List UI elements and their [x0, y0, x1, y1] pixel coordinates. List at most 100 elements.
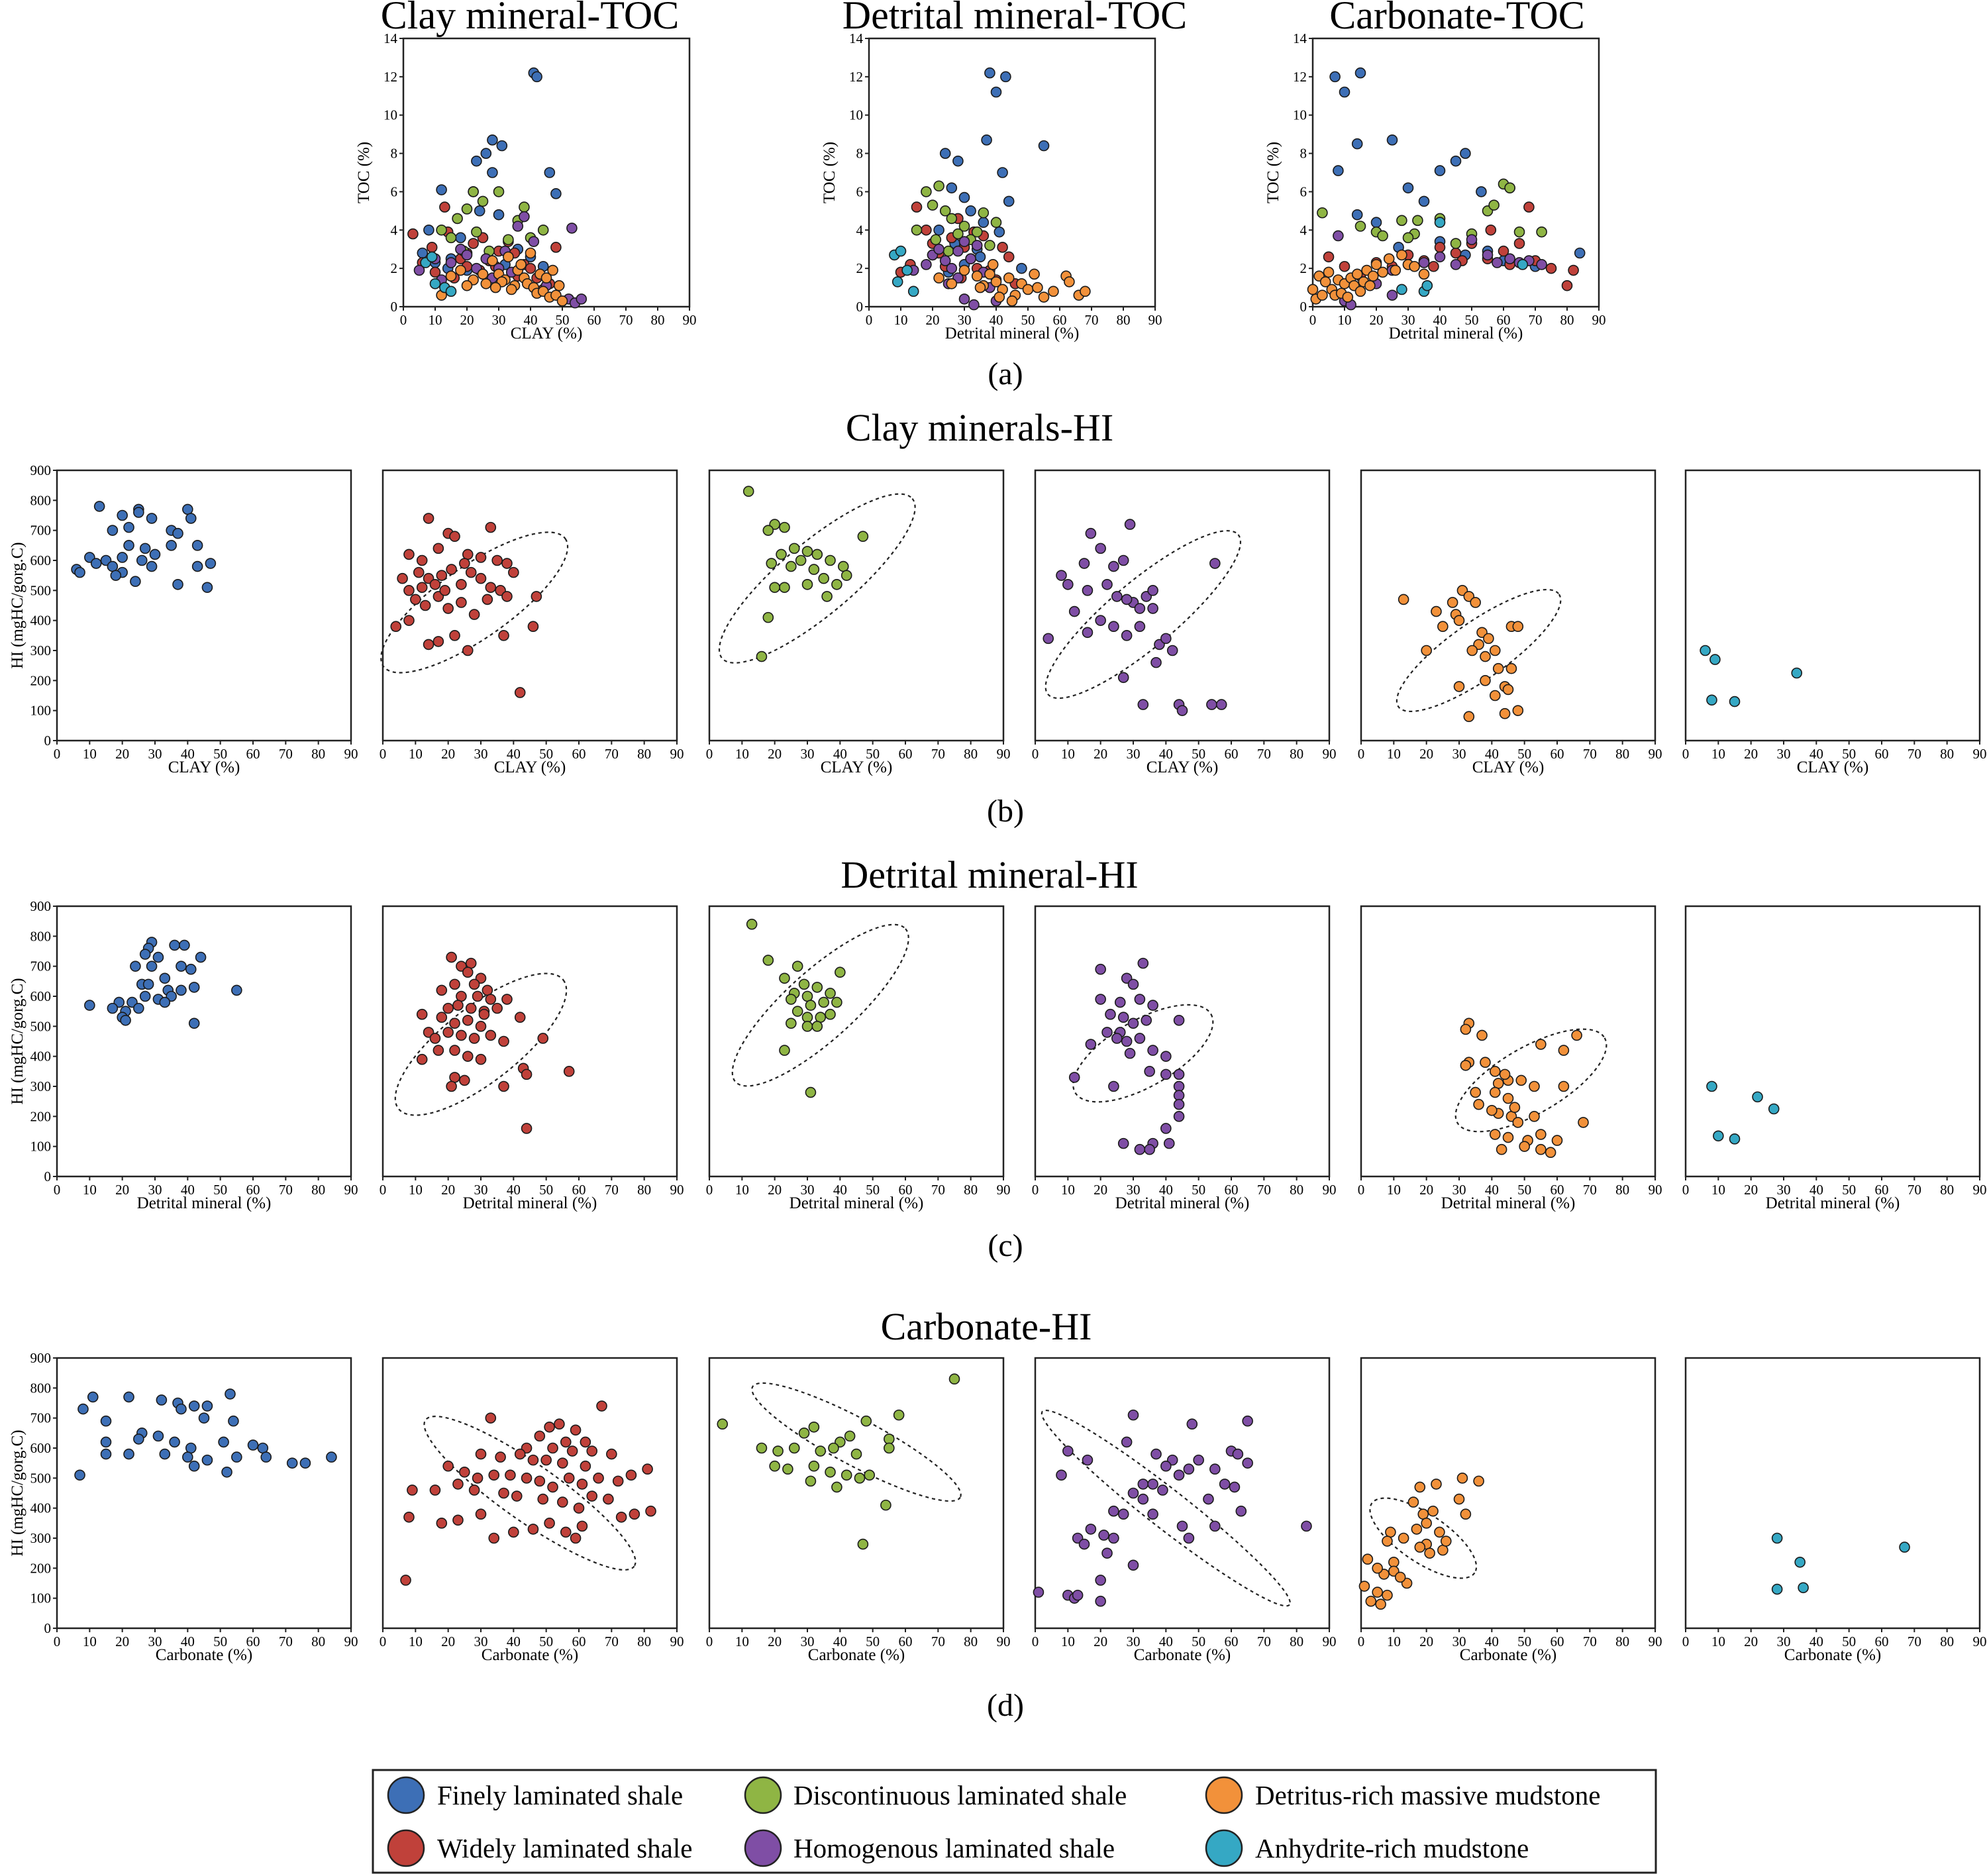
point-homog [939, 255, 951, 266]
point-discont [805, 1475, 817, 1487]
panel-a-3-x-label: Detrital mineral (%) [1389, 325, 1523, 342]
point-homog [1121, 1436, 1133, 1448]
point-homog [566, 223, 578, 234]
point-finely [182, 503, 193, 515]
panel-c-discont: 0 10 20 30 40 50 60 70 80 90 Detrital mineral (%) [706, 905, 1011, 1212]
point-homog [952, 245, 964, 257]
x-tick-label: 80 [1117, 312, 1131, 328]
x-tick-label: 70 [605, 1182, 619, 1198]
point-finely [146, 961, 158, 972]
point-finely [191, 540, 203, 551]
point-widely [459, 558, 470, 569]
x-tick-label: 60 [899, 1634, 913, 1649]
point-detritus [477, 268, 489, 280]
panel-d-detritus-x-label: Carbonate (%) [1460, 1646, 1556, 1664]
point-finely [1574, 247, 1586, 259]
point-finely [77, 1403, 89, 1415]
point-discont [805, 1086, 817, 1098]
point-anhydrite [1396, 284, 1407, 295]
panel-b-discont-x-label: CLAY (%) [821, 758, 893, 776]
point-detritus [1558, 1080, 1570, 1092]
point-detritus [1396, 249, 1407, 261]
point-homog [1160, 1068, 1172, 1080]
point-discont [1402, 232, 1414, 244]
point-homog [1333, 230, 1344, 242]
x-tick-label: 90 [1649, 1182, 1662, 1198]
point-homog [1160, 1460, 1172, 1472]
point-widely [495, 1451, 506, 1463]
point-finely [117, 552, 128, 563]
x-tick-label: 90 [1973, 1182, 1987, 1198]
point-finely [195, 951, 207, 963]
point-homog [1105, 1008, 1116, 1020]
y-tick-label: 800 [30, 1380, 52, 1396]
point-detritus [1447, 597, 1458, 608]
x-tick-label: 40 [1159, 1182, 1173, 1198]
point-widely [456, 597, 467, 608]
point-homog [1173, 1014, 1185, 1026]
point-discont [927, 199, 939, 211]
y-tick-label: 900 [30, 462, 52, 478]
point-widely [537, 1033, 549, 1044]
legend-label-homog: Homogenous laminated shale [793, 1833, 1115, 1863]
x-tick-label: 80 [637, 1182, 651, 1198]
point-discont [519, 201, 530, 213]
point-widely [521, 1068, 533, 1080]
legend: Finely laminated shale Discontinuous lam… [372, 1769, 1657, 1874]
panel-a-1: 0 10 20 30 40 50 60 70 80 90 0 2 4 6 8 10 12 14 TOC (%) CLA… [355, 0, 697, 342]
point-finely [1402, 182, 1414, 193]
point-widely [606, 1448, 617, 1460]
x-tick-label: 80 [311, 1182, 325, 1198]
x-tick-label: 20 [1744, 1634, 1758, 1649]
point-widely [468, 238, 479, 249]
point-detritus [1385, 1526, 1396, 1538]
point-finely [139, 990, 151, 1002]
x-tick-label: 90 [670, 1634, 684, 1649]
point-detritus [1489, 1086, 1501, 1098]
point-homog [1242, 1457, 1253, 1469]
point-discont [788, 543, 800, 554]
panel-b-anhydrite: 0 10 20 30 40 50 60 70 80 90 CLAY (%) [1682, 469, 1987, 776]
point-widely [436, 1012, 448, 1023]
panel-c-homog-x-label: Detrital mineral (%) [1115, 1194, 1250, 1212]
x-tick-label: 0 [1032, 1634, 1039, 1649]
x-tick-label: 80 [1940, 746, 1954, 762]
point-widely [465, 957, 477, 969]
x-tick-label: 40 [181, 1182, 195, 1198]
panel-d-homog-frame [1034, 1357, 1331, 1630]
point-homog [1173, 1090, 1185, 1101]
point-finely [978, 217, 990, 229]
point-homog [1209, 558, 1221, 569]
panel-c-widely: 0 10 20 30 40 50 60 70 80 90 Detrital mineral (%) [380, 905, 684, 1212]
point-detritus [1492, 1078, 1504, 1089]
x-tick-label: 80 [1290, 1182, 1303, 1198]
point-widely [462, 645, 474, 656]
point-detritus [1499, 1068, 1511, 1080]
y-tick-label: 4 [391, 222, 398, 238]
point-detritus [1453, 1493, 1465, 1505]
point-discont [884, 1442, 895, 1454]
point-homog [1186, 1418, 1198, 1430]
point-finely [1370, 217, 1382, 229]
point-detritus [1489, 690, 1501, 702]
point-finely [74, 566, 85, 578]
point-discont [769, 582, 780, 594]
sub-label-a: (a) [988, 356, 1023, 391]
x-tick-label: 80 [311, 1634, 325, 1649]
point-discont [952, 228, 964, 240]
point-widely [514, 687, 526, 698]
x-tick-label: 10 [1061, 746, 1075, 762]
point-discont [978, 207, 990, 219]
point-detritus [1466, 645, 1478, 656]
point-detritus [1483, 633, 1494, 645]
ellipse-discont [718, 493, 916, 664]
point-discont [921, 186, 932, 197]
panel-a-3-y-label: TOC (%) [1264, 142, 1282, 203]
y-tick-label: 12 [1293, 69, 1307, 85]
point-discont [762, 525, 774, 536]
point-widely [433, 543, 444, 554]
point-finely [1333, 165, 1344, 176]
point-homog [1173, 1111, 1185, 1122]
panel-c-anhydrite: 0 10 20 30 40 50 60 70 80 90 Detrital mineral (%) [1682, 905, 1987, 1212]
point-widely [433, 636, 444, 647]
